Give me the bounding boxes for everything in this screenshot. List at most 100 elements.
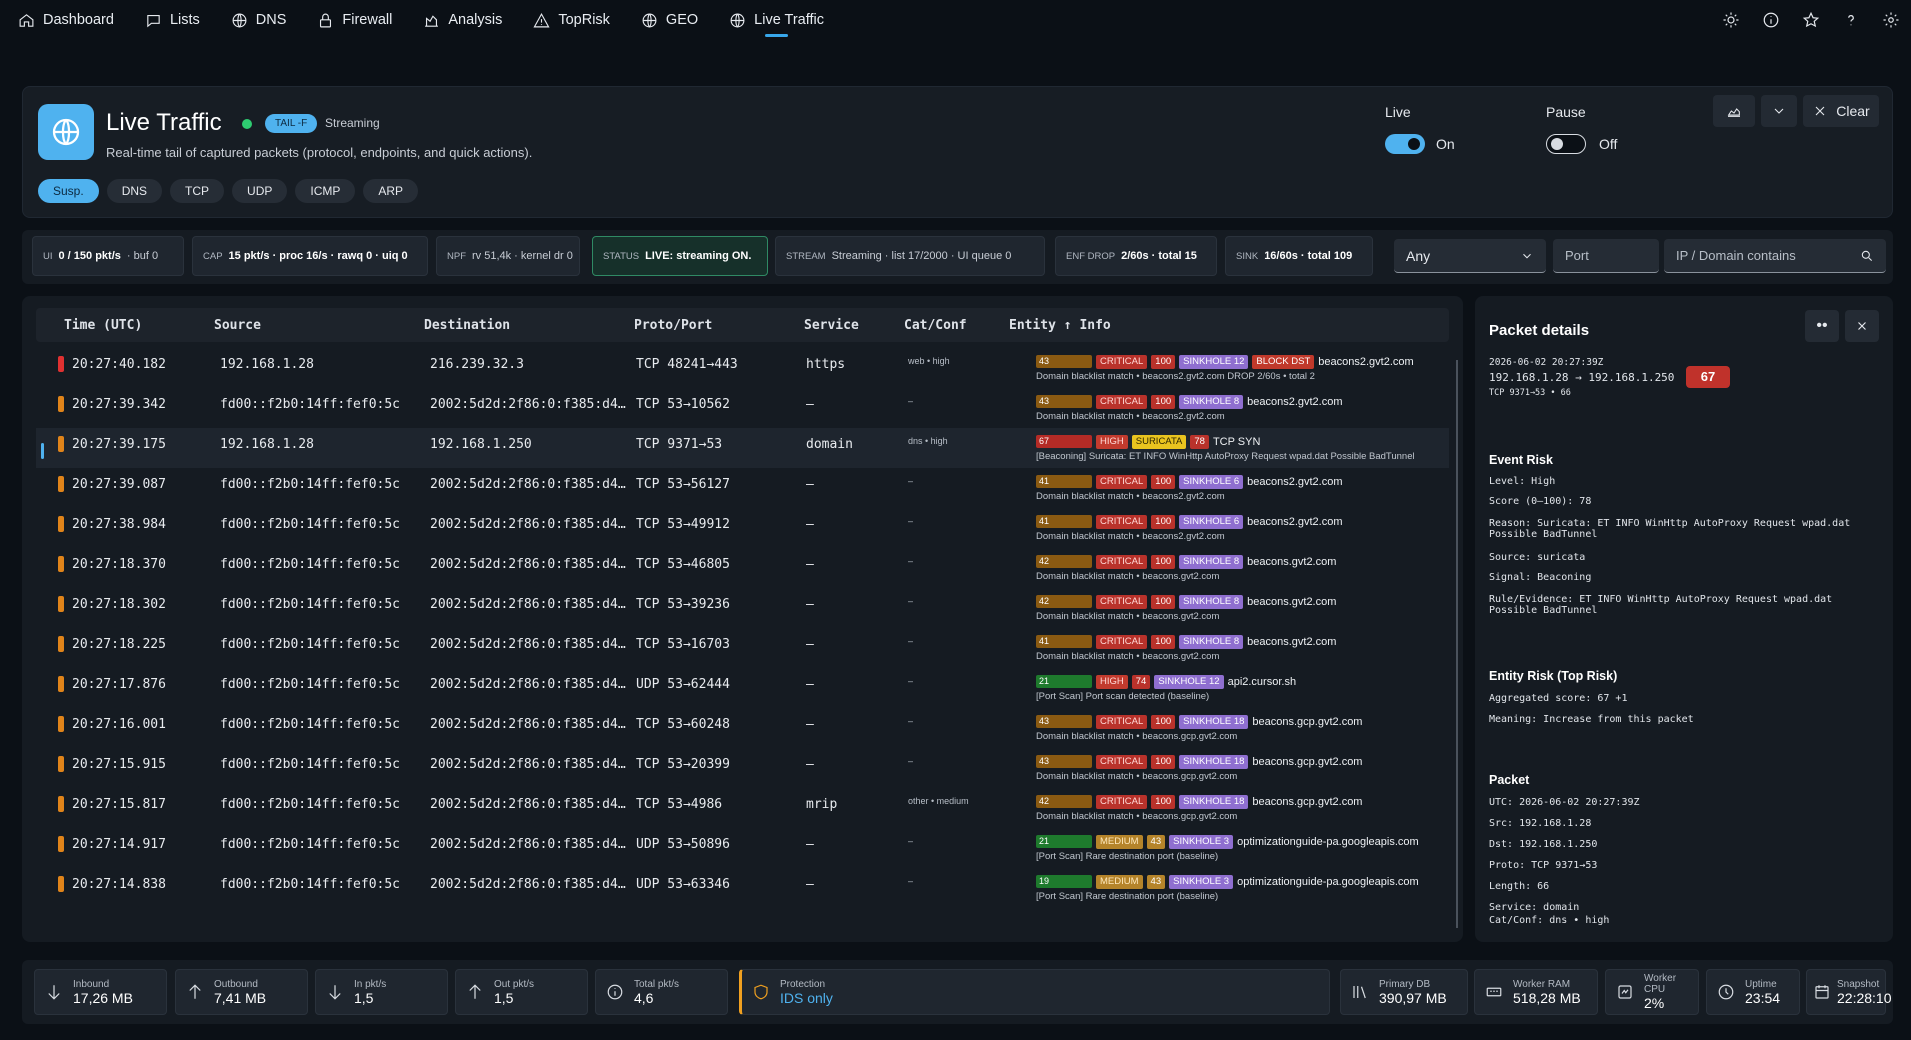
entity-domain[interactable]: optimizationguide-pa.googleapis.com [1237, 875, 1419, 888]
tag-list: 67 HIGH SURICATA 78 TCP SYN [1036, 434, 1260, 449]
entity-domain[interactable]: beacons2.gvt2.com [1247, 395, 1343, 408]
col-source[interactable]: Source [214, 318, 261, 333]
entity-note: [Beaconing] Suricata: ET INFO WinHttp Au… [1036, 451, 1415, 462]
cell-service: — [806, 397, 814, 412]
pause-toggle[interactable] [1546, 134, 1586, 154]
table-row[interactable]: 20:27:40.182 192.168.1.28 216.239.32.3 TCP … [36, 348, 1449, 388]
risk-tag: 100 [1151, 474, 1176, 489]
entity-domain[interactable]: beacons.gcp.gvt2.com [1252, 795, 1363, 808]
event-risk-title: Event Risk [1489, 453, 1553, 467]
risk-score-badge: 67 [1686, 366, 1730, 388]
cell-destination: 2002:5d2d:2f86:0:f385:d4… [430, 397, 626, 412]
entity-domain[interactable]: beacons.gvt2.com [1247, 635, 1337, 648]
table-row[interactable]: 20:27:39.342 fd00::f2b0:14ff:fef0:5cb3 200… [36, 388, 1449, 428]
expand-button[interactable] [1761, 95, 1797, 127]
stat-key: Primary DB [1379, 978, 1431, 990]
entity-domain[interactable]: beacons2.gvt2.com [1247, 515, 1343, 528]
entity-domain[interactable]: TCP SYN [1212, 435, 1261, 448]
entity-domain[interactable]: beacons.gcp.gvt2.com [1252, 755, 1363, 768]
search-icon [1861, 250, 1873, 261]
info-button[interactable] [1751, 11, 1791, 29]
chip-arp[interactable]: ARP [363, 179, 419, 203]
cell-cat-conf: – [908, 636, 914, 646]
nav-label: Analysis [448, 12, 503, 28]
entity-domain[interactable]: beacons2.gvt2.com [1318, 355, 1414, 368]
nav-firewall[interactable]: Firewall [317, 0, 392, 40]
stat-value: 7,41 MB [214, 989, 267, 1006]
table-row[interactable]: 20:27:18.225 fd00::f2b0:14ff:fef0:5cb3 200… [36, 628, 1449, 668]
cell-source: fd00::f2b0:14ff:fef0:5cb3 [220, 837, 400, 852]
nav-lists[interactable]: Lists [145, 0, 200, 40]
table-row[interactable]: 20:27:15.915 fd00::f2b0:14ff:fef0:5cb3 200… [36, 748, 1449, 788]
table-row[interactable]: 20:27:39.175 192.168.1.28 192.168.1.250 TCP… [36, 428, 1449, 468]
col-proto-port[interactable]: Proto/Port [634, 318, 713, 333]
table-row[interactable]: 20:27:17.876 fd00::f2b0:14ff:fef0:5cb3 200… [36, 668, 1449, 708]
clear-button[interactable]: Clear [1803, 95, 1879, 127]
table-row[interactable]: 20:27:18.370 fd00::f2b0:14ff:fef0:5cb3 200… [36, 548, 1449, 588]
col-entity-info[interactable]: Entity ↑ Info [1009, 318, 1111, 333]
col-cat-conf[interactable]: Cat/Conf [904, 318, 967, 333]
theme-toggle[interactable] [1711, 11, 1751, 29]
stat-key: Worker CPU [1644, 973, 1677, 995]
nav-toprisk[interactable]: TopRisk [533, 0, 610, 40]
entity-domain[interactable]: beacons.gvt2.com [1247, 555, 1337, 568]
col-destination[interactable]: Destination [424, 318, 511, 333]
chip-icmp[interactable]: ICMP [295, 179, 356, 203]
tag-list: 43 CRITICAL 100 SINKHOLE 8 beacons2.gvt2.com [1036, 394, 1343, 409]
risk-tag: CRITICAL [1096, 714, 1148, 729]
col-time[interactable]: Time (UTC) [64, 318, 143, 333]
help-button[interactable] [1831, 11, 1871, 29]
table-row[interactable]: 20:27:15.817 fd00::f2b0:14ff:fef0:5cb3 200… [36, 788, 1449, 828]
clock-icon [1718, 984, 1734, 1000]
stat-value: LIVE: streaming ON. [645, 250, 752, 262]
entity-domain[interactable]: beacons.gcp.gvt2.com [1252, 715, 1363, 728]
cell-time: 20:27:18.225 [72, 637, 166, 652]
more-button[interactable]: •• [1805, 310, 1839, 342]
chart-button[interactable] [1713, 95, 1755, 127]
table-header: Time (UTC) Source Destination Proto/Port… [36, 308, 1449, 342]
entity-domain[interactable]: optimizationguide-pa.googleapis.com [1237, 835, 1419, 848]
event-signal: Signal: Beaconing [1489, 572, 1592, 583]
table-row[interactable]: 20:27:16.001 fd00::f2b0:14ff:fef0:5cb3 200… [36, 708, 1449, 748]
close-details-button[interactable] [1845, 310, 1879, 342]
stat-value: 1,5 [354, 989, 374, 1006]
chip-udp[interactable]: UDP [232, 179, 288, 203]
entity-domain[interactable]: beacons2.gvt2.com [1247, 475, 1343, 488]
cell-destination: 2002:5d2d:2f86:0:f385:d4… [430, 877, 626, 892]
ip-domain-search-input[interactable]: IP / Domain contains [1664, 239, 1886, 273]
nav-live-traffic[interactable]: Live Traffic [729, 0, 824, 40]
nav-analysis[interactable]: Analysis [423, 0, 502, 40]
tag-list: 42 CRITICAL 100 SINKHOLE 8 beacons.gvt2.com [1036, 594, 1336, 609]
table-scrollbar[interactable] [1456, 360, 1458, 928]
direction-select[interactable]: Any [1394, 239, 1546, 273]
nav-dashboard[interactable]: Dashboard [18, 0, 114, 40]
stat-key: Protection [780, 978, 826, 990]
risk-score-bar: 43 [1036, 715, 1092, 728]
entity-domain[interactable]: api2.cursor.sh [1227, 675, 1297, 688]
live-toggle[interactable] [1385, 134, 1425, 154]
chat-icon [147, 14, 160, 27]
chip-susp[interactable]: Susp. [38, 179, 99, 203]
table-row[interactable]: 20:27:14.838 fd00::f2b0:14ff:fef0:5cb3 200… [36, 868, 1449, 908]
table-row[interactable]: 20:27:14.917 fd00::f2b0:14ff:fef0:5cb3 200… [36, 828, 1449, 868]
risk-tag: 100 [1151, 794, 1176, 809]
favorites-button[interactable] [1791, 11, 1831, 29]
nav-dns[interactable]: DNS [231, 0, 286, 40]
table-row[interactable]: 20:27:39.087 fd00::f2b0:14ff:fef0:5cb3 200… [36, 468, 1449, 508]
stat-key: UI [43, 250, 53, 262]
port-input[interactable]: Port [1553, 239, 1659, 273]
table-row[interactable]: 20:27:18.302 fd00::f2b0:14ff:fef0:5cb3 200… [36, 588, 1449, 628]
event-reason: Reason: Suricata: ET INFO WinHttp AutoPr… [1489, 518, 1851, 540]
col-service[interactable]: Service [804, 318, 859, 333]
chip-tcp[interactable]: TCP [170, 179, 225, 203]
table-row[interactable]: 20:27:38.984 fd00::f2b0:14ff:fef0:5cb3 200… [36, 508, 1449, 548]
chip-dns[interactable]: DNS [106, 179, 163, 203]
entity-domain[interactable]: beacons.gvt2.com [1247, 595, 1337, 608]
cell-source: 192.168.1.28 [220, 437, 314, 452]
nav-geo[interactable]: GEO [641, 0, 698, 40]
severity-marker [58, 436, 64, 452]
cell-destination: 2002:5d2d:2f86:0:f385:d4… [430, 557, 626, 572]
stats-bar: UI 0 / 150 pkt/s · buf 0 CAP 15 pkt/s · … [22, 230, 1893, 284]
settings-button[interactable] [1871, 11, 1911, 29]
cell-source: fd00::f2b0:14ff:fef0:5cb3 [220, 597, 400, 612]
